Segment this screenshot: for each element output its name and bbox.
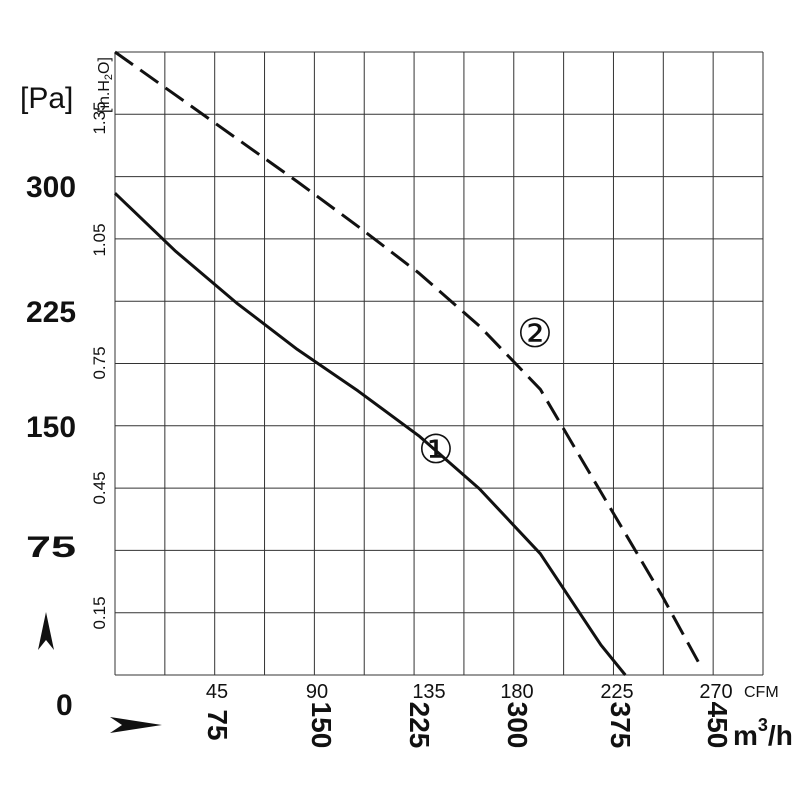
x-tick-label-cfm: 90 [306,681,328,703]
chart-series [113,50,700,676]
x-tick-label-cfm: 135 [412,681,445,703]
y-tick-label-inh2o: 0.75 [90,346,109,379]
x-tick-label-cfm: 270 [699,681,732,703]
x-tick-label-m3h: 225 [404,702,435,749]
chart-grid [114,51,764,676]
curve-2-label: ② [517,311,553,357]
x-tick-label-m3h: 450 [702,702,733,749]
x-tick-label-cfm: 45 [206,681,228,703]
x-tick-label-m3h: 150 [306,702,337,749]
x-axis-unit-m3h: m3/h [733,715,793,751]
x-tick-label-m3h: 300 [502,702,533,749]
curve-1 [113,192,627,676]
y-tick-label-pa: 150 [26,411,76,444]
x-tick-label-cfm: 225 [600,681,633,703]
x-tick-label-cfm: 180 [500,681,533,703]
right-arrowhead-icon [110,717,162,733]
curve-2 [114,50,700,663]
y-axis-unit-inh2o: [in.H2O] [96,57,115,113]
x-tick-label-m3h: 375 [605,702,636,749]
y-tick-label-pa: 225 [26,296,76,329]
y-tick-label-inh2o: 0.45 [90,471,109,504]
curve-1-label: ① [418,427,454,473]
x-tick-label-m3h: 75 [202,709,233,740]
y-tick-label-inh2o: 0.15 [90,596,109,629]
y-tick-label-inh2o: 1.35 [90,101,109,134]
y-axis-unit-pa: [Pa] [20,82,73,115]
y-tick-label-pa: 300 [26,171,76,204]
origin-zero-label: 0 [56,689,73,722]
y-tick-label-inh2o: 1.05 [90,223,109,256]
y-tick-label-pa: 75 [26,531,76,564]
x-axis-unit-cfm: CFM [744,684,779,701]
chart-labels: ① ② [Pa] 300 225 150 75 0 1.35 1.05 0.75 0.45 0.15 [i… [20,57,793,751]
up-arrowhead-icon [38,612,54,650]
